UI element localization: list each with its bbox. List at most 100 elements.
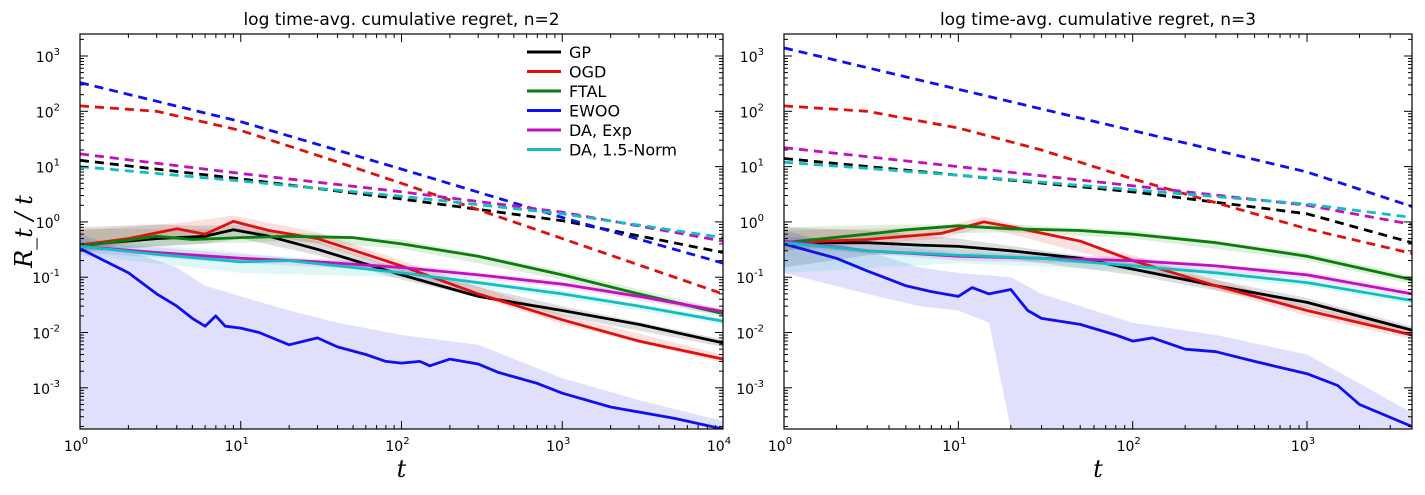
y-tick-base: 10: [32, 327, 50, 343]
band-da-exp: [784, 236, 1412, 298]
x-tick-base: 10: [707, 439, 725, 455]
y-tick-base: 10: [36, 161, 54, 177]
chart-panel-2: 100 101 102 10310-310-210-1100101102103log …: [736, 10, 1413, 483]
legend-entry: DA, Exp: [527, 121, 632, 140]
y-tick-base: 10: [736, 382, 754, 398]
series-line-da-1-5-norm: [80, 245, 723, 323]
legend-entry: FTAL: [527, 82, 606, 101]
x-tick-label: 101: [225, 436, 249, 455]
y-tick-base: 10: [36, 216, 54, 232]
y-tick-exponent: -1: [754, 268, 764, 279]
legend-label: DA, 1.5-Norm: [569, 141, 677, 160]
y-tick-label: 10-2: [736, 324, 764, 343]
y-tick-label: 103: [740, 47, 764, 66]
series-line-ewoo-bound: [784, 46, 1412, 208]
chart-title: log time-avg. cumulative regret, n=3: [940, 10, 1256, 30]
legend-entry: GP: [527, 43, 591, 62]
band-ewoo: [80, 234, 723, 429]
x-tick-exponent: 3: [1309, 436, 1315, 447]
y-tick-base: 10: [740, 161, 758, 177]
y-tick-label: 10-1: [736, 268, 764, 287]
series-line-gp: [80, 228, 723, 345]
x-tick-label: 100: [64, 436, 88, 455]
x-tick-exponent: 2: [1134, 436, 1140, 447]
series-line-da-exp: [80, 245, 723, 313]
y-tick-label: 101: [36, 158, 60, 177]
series-line-ewoo-bound: [80, 81, 723, 265]
y-tick-exponent: 1: [758, 158, 764, 169]
y-tick-base: 10: [736, 271, 754, 287]
x-tick-label: 100: [768, 436, 792, 455]
y-tick-exponent: -3: [754, 379, 764, 390]
y-tick-exponent: 2: [54, 102, 60, 113]
x-tick-base: 10: [1117, 439, 1135, 455]
series-line-da-exp-bound: [80, 152, 723, 243]
y-tick-label: 100: [740, 213, 764, 232]
y-axis-label: R_t / t: [10, 195, 38, 269]
x-tick-exponent: 0: [82, 436, 88, 447]
legend-entry: OGD: [527, 63, 606, 82]
chart-title: log time-avg. cumulative regret, n=2: [243, 10, 559, 30]
series-line-ogd-bound: [80, 104, 723, 296]
x-tick-base: 10: [64, 439, 82, 455]
y-tick-label: 10-1: [32, 268, 60, 287]
axis-ticks: [79, 34, 724, 429]
series-line-ftal: [784, 224, 1412, 282]
y-tick-base: 10: [740, 105, 758, 121]
plot-area: [784, 46, 1412, 429]
y-tick-base: 10: [36, 50, 54, 66]
y-tick-base: 10: [36, 105, 54, 121]
legend-label: DA, Exp: [569, 121, 632, 140]
series-line-ogd: [80, 220, 723, 361]
x-tick-base: 10: [942, 439, 960, 455]
x-tick-base: 10: [1291, 439, 1309, 455]
series-line-ewoo: [784, 242, 1412, 428]
y-tick-label: 102: [36, 102, 60, 121]
y-tick-label: 103: [36, 47, 60, 66]
y-tick-base: 10: [740, 216, 758, 232]
legend-label: OGD: [569, 63, 606, 82]
x-tick-label: 101: [942, 436, 966, 455]
y-tick-label: 10-3: [32, 379, 60, 398]
band-da-1-5-norm: [80, 238, 723, 325]
series-line-da-1-5-norm-bound: [80, 165, 723, 239]
x-tick-label: 103: [1291, 436, 1315, 455]
x-tick-label: 102: [385, 436, 409, 455]
x-tick-exponent: 4: [725, 436, 731, 447]
x-tick-exponent: 1: [960, 436, 966, 447]
y-tick-label: 102: [740, 102, 764, 121]
series-line-gp: [784, 241, 1412, 332]
x-tick-base: 10: [385, 439, 403, 455]
y-tick-base: 10: [736, 327, 754, 343]
y-tick-label: 101: [740, 158, 764, 177]
series-line-gp-bound: [784, 157, 1412, 245]
x-tick-exponent: 1: [242, 436, 248, 447]
series-line-da-exp-bound: [784, 146, 1412, 226]
chart-panel-1: 100 101 102 103 10410-310-210-1100101102103l…: [10, 10, 731, 483]
series-line-da-1-5-norm-bound: [784, 160, 1412, 219]
series-line-da-1-5-norm: [784, 241, 1412, 302]
x-axis-label: t: [397, 455, 407, 483]
legend-label: FTAL: [569, 82, 606, 101]
legend-label: GP: [569, 43, 591, 62]
band-ogd: [80, 215, 723, 364]
x-tick-exponent: 0: [786, 436, 792, 447]
series-line-ftal: [80, 234, 723, 315]
x-tick-base: 10: [225, 439, 243, 455]
y-tick-exponent: -2: [754, 324, 764, 335]
plot-area: [80, 81, 723, 429]
y-tick-exponent: 2: [758, 102, 764, 113]
legend-entry: DA, 1.5-Norm: [527, 141, 677, 160]
y-tick-exponent: 1: [54, 158, 60, 169]
x-tick-base: 10: [768, 439, 786, 455]
x-tick-label: 103: [546, 436, 570, 455]
x-tick-exponent: 2: [403, 436, 409, 447]
y-tick-base: 10: [740, 50, 758, 66]
axis-ticks: [783, 34, 1413, 429]
y-tick-label: 100: [36, 213, 60, 232]
series-line-ogd-bound: [784, 104, 1412, 255]
band-gp: [784, 227, 1412, 336]
y-tick-label: 10-3: [736, 379, 764, 398]
